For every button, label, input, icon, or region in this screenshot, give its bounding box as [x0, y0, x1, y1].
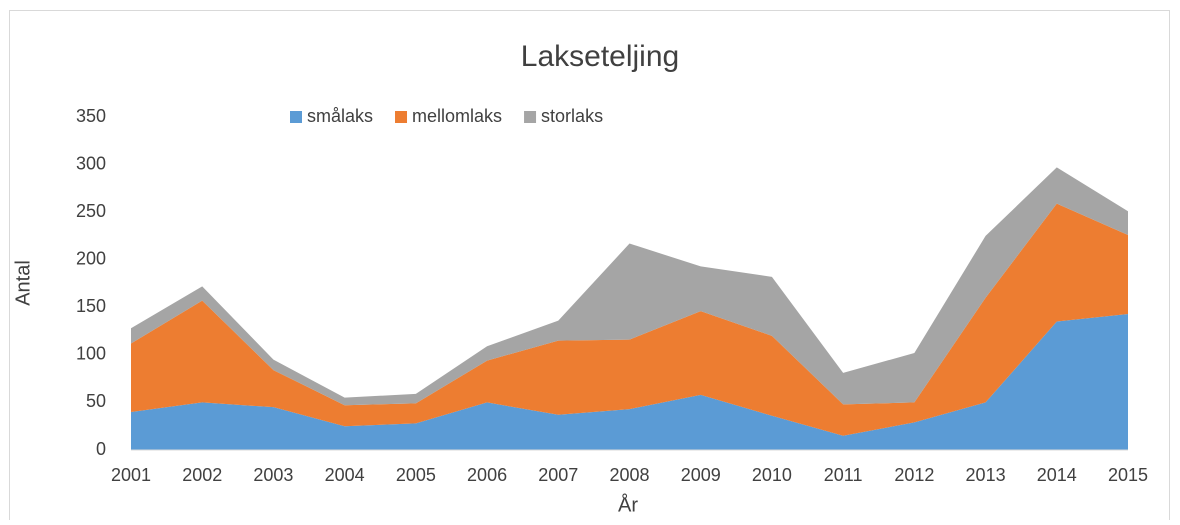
x-tick-label: 2006 [467, 465, 507, 485]
y-tick-label: 250 [76, 201, 106, 221]
legend-label: mellomlaks [412, 106, 502, 126]
y-tick-label: 100 [76, 344, 106, 364]
legend-label: smålaks [307, 106, 373, 126]
x-tick-label: 2001 [111, 465, 151, 485]
legend-swatch [290, 111, 302, 123]
y-tick-label: 50 [86, 391, 106, 411]
x-tick-label: 2003 [253, 465, 293, 485]
x-axis-label: År [618, 493, 638, 516]
y-tick-label: 0 [96, 439, 106, 459]
x-tick-label: 2002 [182, 465, 222, 485]
x-tick-label: 2015 [1108, 465, 1148, 485]
x-tick-label: 2005 [396, 465, 436, 485]
x-tick-label: 2014 [1037, 465, 1077, 485]
y-axis-label: Antal [12, 260, 34, 306]
x-tick-label: 2010 [752, 465, 792, 485]
y-tick-label: 200 [76, 248, 106, 268]
area [131, 167, 1128, 406]
x-tick-label: 2013 [966, 465, 1006, 485]
x-tick-label: 2011 [824, 465, 863, 485]
legend-label: storlaks [541, 106, 603, 126]
x-tick-label: 2004 [325, 465, 365, 485]
x-tick-label: 2007 [538, 465, 578, 485]
area [131, 313, 1128, 450]
y-tick-label: 350 [76, 106, 106, 126]
legend-swatch [524, 111, 537, 123]
x-tick-label: 2012 [894, 465, 934, 485]
x-tick-label: 2009 [681, 465, 721, 485]
x-tick-label: 2008 [609, 465, 649, 485]
area [131, 203, 1128, 436]
chart-title: Lakseteljing [521, 40, 679, 73]
legend-swatch [395, 111, 408, 123]
y-tick-label: 300 [76, 153, 106, 173]
y-tick-label: 150 [76, 296, 106, 316]
